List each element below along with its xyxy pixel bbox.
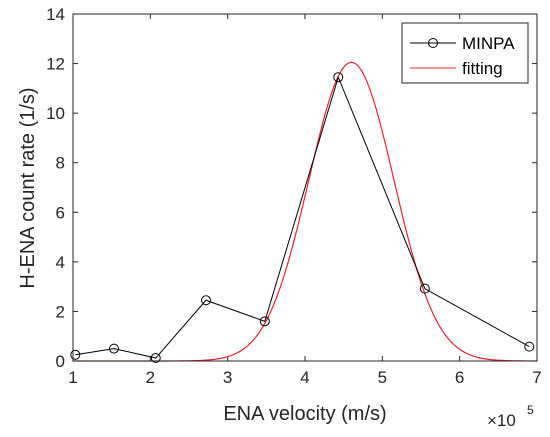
data-point-minpa [201,295,212,306]
y-tick-label: 2 [56,302,65,321]
data-point-minpa [419,283,430,294]
x-axis-exponent-base: ×10 [487,411,516,430]
plot-area-frame [72,13,538,362]
y-axis-ticks: 0 2 4 6 8 10 12 14 [46,5,537,371]
legend: MINPA fitting [401,22,529,84]
data-point-minpa [259,316,270,327]
x-axis-ticks: 1 2 3 4 5 6 7 [68,14,542,387]
y-tick-label: 8 [56,154,65,173]
x-axis-exponent-power: 5 [527,403,534,417]
series-line-minpa [75,75,530,359]
legend-marker-minpa [428,38,438,48]
data-point-minpa [150,353,161,364]
data-point-minpa [108,343,119,354]
y-tick-label: 14 [46,5,65,24]
x-tick-label: 5 [378,368,387,387]
x-tick-label: 4 [300,368,309,387]
x-axis-label: ENA velocity (m/s) [223,403,386,425]
y-tick-label: 0 [56,352,65,371]
x-tick-label: 1 [68,368,77,387]
data-point-minpa [333,72,344,83]
x-tick-label: 7 [532,368,541,387]
y-tick-label: 10 [46,104,65,123]
legend-label-minpa: MINPA [462,34,515,53]
legend-label-fitting: fitting [462,59,503,78]
y-tick-label: 4 [56,253,65,272]
x-axis-exponent: ×10 5 [487,403,534,430]
legend-box [401,22,529,84]
x-tick-label: 3 [223,368,232,387]
y-tick-label: 6 [56,203,65,222]
x-tick-label: 6 [455,368,464,387]
x-tick-label: 2 [146,368,155,387]
y-axis-label: H-ENA count rate (1/s) [17,87,39,288]
y-tick-label: 12 [46,55,65,74]
data-point-minpa [70,349,81,360]
data-point-minpa [524,341,535,352]
